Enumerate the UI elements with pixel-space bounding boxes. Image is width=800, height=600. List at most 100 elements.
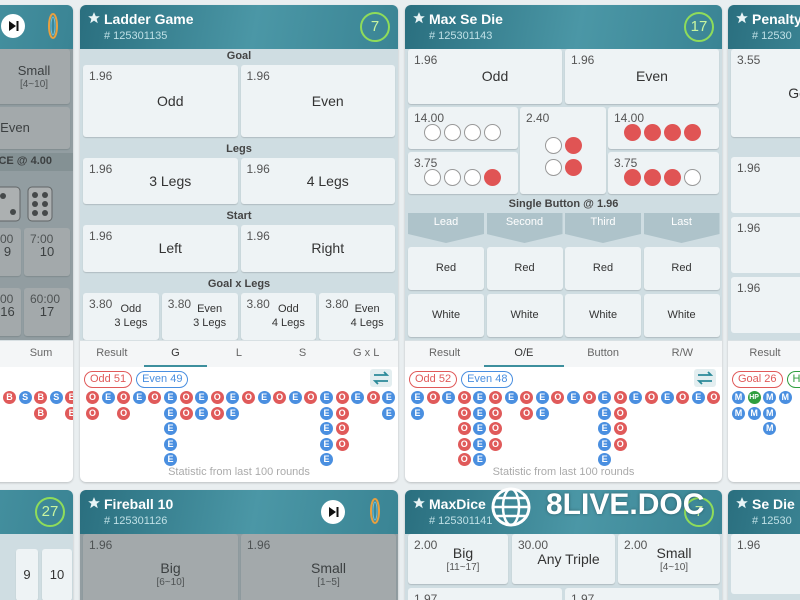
- bet-cell[interactable]: Even: [0, 107, 70, 149]
- chip[interactable]: Even 49: [136, 371, 189, 388]
- label-line: Even: [311, 92, 344, 109]
- bet-cell[interactable]: 1.96 Small [1~5]: [241, 534, 396, 600]
- bet-cell[interactable]: 60:00 17: [24, 288, 70, 336]
- bet-cell[interactable]: 9: [16, 549, 38, 600]
- icon-part: [27, 186, 53, 222]
- footer-note: Statistic from last 100 rounds: [492, 466, 635, 478]
- bead: M: [778, 391, 792, 404]
- bead: O: [148, 391, 162, 404]
- bet-cell[interactable]: 1.96 4 Legs: [240, 158, 395, 204]
- favorite-star: [87, 496, 101, 515]
- bead: M: [763, 406, 777, 420]
- bet-cell[interactable]: 00 9: [0, 228, 21, 276]
- bet-cell[interactable]: 1.96 Big [6~10]: [83, 534, 238, 600]
- bet-cell[interactable]: 1.96 3 Legs: [83, 158, 238, 204]
- bet-cell[interactable]: Red: [486, 247, 563, 290]
- bet-cell[interactable]: 2.00 Small [4~10]: [618, 534, 720, 584]
- bet-cell[interactable]: Red: [565, 247, 641, 290]
- card-header: 27: [0, 490, 73, 534]
- tab[interactable]: S: [298, 347, 307, 359]
- bead: E: [598, 422, 612, 435]
- icon-part: [372, 501, 378, 521]
- tab[interactable]: L: [235, 347, 243, 359]
- bet-cell[interactable]: 2.40: [520, 107, 606, 194]
- banner: [0, 153, 73, 171]
- tab[interactable]: O/E: [484, 341, 564, 367]
- bet-cell[interactable]: Small [4~10]: [0, 49, 70, 104]
- bead: E: [598, 406, 612, 420]
- bet-cell[interactable]: White: [486, 294, 563, 337]
- odds: 7:00: [30, 232, 54, 246]
- game-card[interactable]: Ladder Game # 125301135 7 Goal 1.96 Odd 1.96 Ev…: [80, 5, 398, 482]
- bet-cell[interactable]: 14.00: [408, 107, 518, 149]
- bet-cell[interactable]: 1.96: [731, 534, 800, 594]
- bet-cell[interactable]: Red: [408, 247, 484, 290]
- label-line: 9: [3, 244, 12, 260]
- bet-cell[interactable]: 3.80 Even 3 Legs: [161, 293, 238, 340]
- bead: E: [473, 406, 487, 420]
- bet-label: 10: [42, 549, 72, 600]
- bet-cell[interactable]: 3.80 Odd 3 Legs: [83, 293, 159, 340]
- bet-cell[interactable]: 1.97: [408, 588, 562, 600]
- tab[interactable]: Button: [587, 347, 620, 359]
- bet-cell[interactable]: 14.00: [608, 107, 719, 149]
- bet-cell[interactable]: 1.96 Odd: [408, 49, 562, 104]
- tab[interactable]: Result: [429, 347, 461, 359]
- bet-cell[interactable]: White: [643, 294, 720, 337]
- bet-cell[interactable]: 1.97: [565, 588, 719, 600]
- bead: E: [598, 391, 612, 404]
- bead: S: [49, 391, 63, 404]
- bet-cell[interactable]: 10: [42, 549, 72, 600]
- game-card[interactable]: Fireball 10 # 125301126 1.96 Big [6~10] 1.96 S…: [80, 490, 398, 600]
- tab[interactable]: R/W: [671, 347, 694, 359]
- tab[interactable]: Result: [749, 347, 781, 359]
- bet-cell[interactable]: 1.96 Odd: [83, 65, 238, 137]
- bet-cell[interactable]: 1.96 Even: [565, 49, 719, 104]
- bet-cell[interactable]: 3.55 Goal: [731, 49, 800, 137]
- bet-cell[interactable]: 1.96: [731, 277, 800, 333]
- game-card[interactable]: Max Se Die # 125301143 17 1.96 Odd 1.96 Even 14…: [405, 5, 722, 482]
- chip[interactable]: Odd 52: [409, 371, 458, 388]
- bet-cell[interactable]: 1.96 Right: [240, 225, 395, 272]
- bet-cell[interactable]: 3.80 Odd 4 Legs: [240, 293, 317, 340]
- bet-cell[interactable]: 1.96 Left: [83, 225, 238, 272]
- bet-cell[interactable]: 30.00 Any Triple: [512, 534, 615, 584]
- game-card[interactable]: Penalty # 12530 3.55 Goal 1.96 1.96 1.96 Result…: [728, 5, 800, 482]
- game-card[interactable]: Se Die # 12530 1.96: [728, 490, 800, 600]
- chip[interactable]: Odd 51: [84, 371, 133, 388]
- label-line: Odd: [481, 68, 509, 85]
- bet-cell[interactable]: 3.75: [408, 152, 518, 194]
- card-header: Max Se Die # 125301143 17: [405, 5, 722, 49]
- favorite-star: [412, 496, 426, 515]
- range: [4~10]: [19, 78, 49, 90]
- icon-part: [32, 192, 38, 198]
- bet-cell[interactable]: White: [565, 294, 641, 337]
- bet-cell[interactable]: 7:00 10: [24, 228, 70, 276]
- bet-label: Small [4~10]: [0, 49, 70, 104]
- game-card[interactable]: MaxDice # 125301141 7 2.00 Big [11~17] 30.00 An…: [405, 490, 722, 600]
- chip[interactable]: Hit: [786, 371, 800, 388]
- bead: O: [520, 406, 534, 420]
- bead: E: [473, 422, 487, 435]
- bet-cell[interactable]: Red: [643, 247, 720, 290]
- game-card[interactable]: Small [4~10] Even CE @ 4.00 00 9 7:00 10 00 16 60:…: [0, 5, 73, 482]
- tab[interactable]: Result: [96, 347, 128, 359]
- tab[interactable]: G x L: [353, 347, 380, 359]
- chip[interactable]: Goal 26: [732, 371, 783, 388]
- tab[interactable]: G: [143, 341, 208, 367]
- tab[interactable]: Sum: [29, 347, 53, 359]
- bet-cell[interactable]: 1.96 Even: [240, 65, 395, 137]
- bet-cell[interactable]: White: [408, 294, 484, 337]
- bead: M: [747, 406, 761, 420]
- bet-cell[interactable]: 1.96: [731, 157, 800, 213]
- die-icon: [0, 186, 21, 227]
- bet-cell[interactable]: 00 16: [0, 288, 21, 336]
- bet-cell[interactable]: 1.96: [731, 217, 800, 273]
- position-header: Lead: [408, 213, 484, 243]
- bet-cell[interactable]: 3.80 Even 4 Legs: [319, 293, 395, 340]
- bet-cell[interactable]: 2.00 Big [11~17]: [408, 534, 508, 584]
- chip[interactable]: Even 48: [461, 371, 514, 388]
- die-dot: [684, 169, 701, 186]
- game-card[interactable]: 27 9 10: [0, 490, 73, 600]
- bet-cell[interactable]: 3.75: [608, 152, 719, 194]
